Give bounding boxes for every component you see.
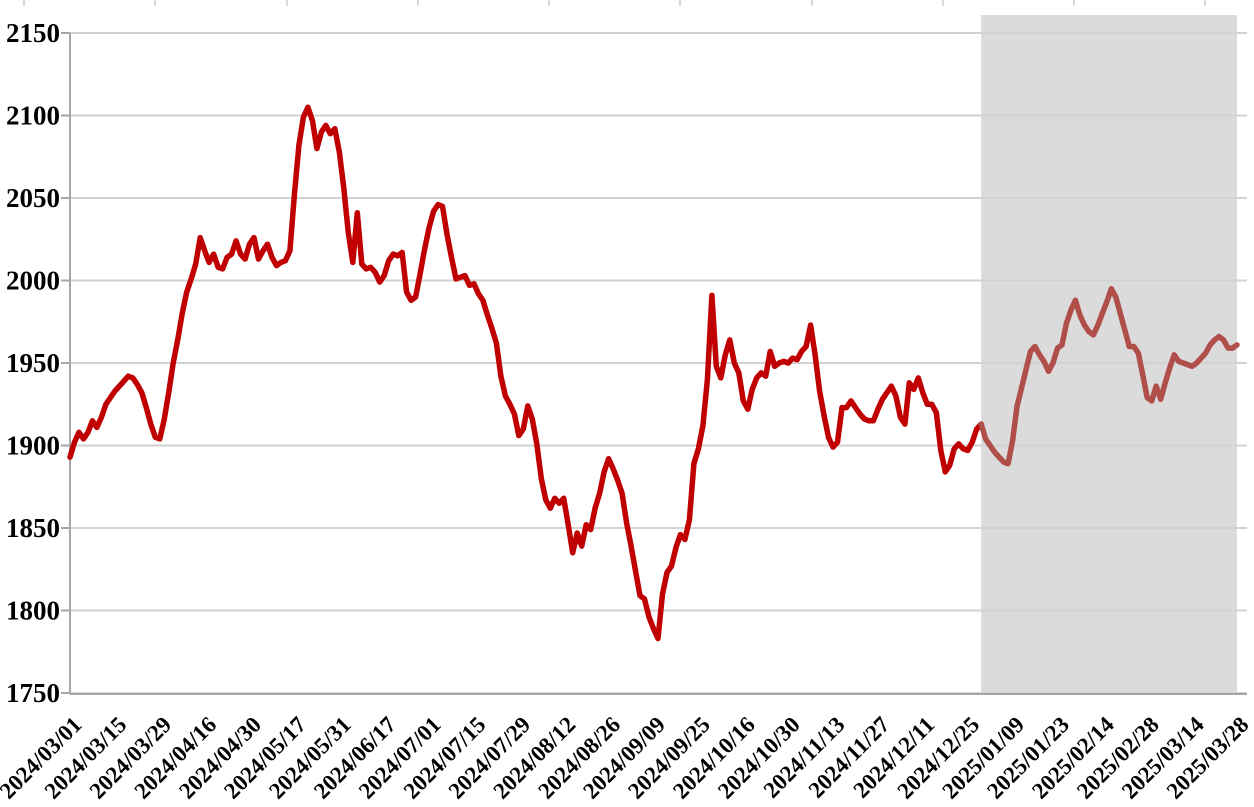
y-tick-label: 1900 <box>6 431 60 461</box>
y-tick-label: 2150 <box>6 18 60 48</box>
y-tick-label: 2100 <box>6 101 60 131</box>
forecast-band <box>981 15 1237 693</box>
y-tick-label: 1850 <box>6 513 60 543</box>
y-tick-label: 1750 <box>6 678 60 708</box>
y-tick-label: 1950 <box>6 348 60 378</box>
forecast-series-line <box>978 286 1240 467</box>
y-tick-label: 1800 <box>6 596 60 626</box>
y-tick-label: 2000 <box>6 266 60 296</box>
y-tick-label: 2050 <box>6 183 60 213</box>
actual-series-line <box>67 104 984 642</box>
